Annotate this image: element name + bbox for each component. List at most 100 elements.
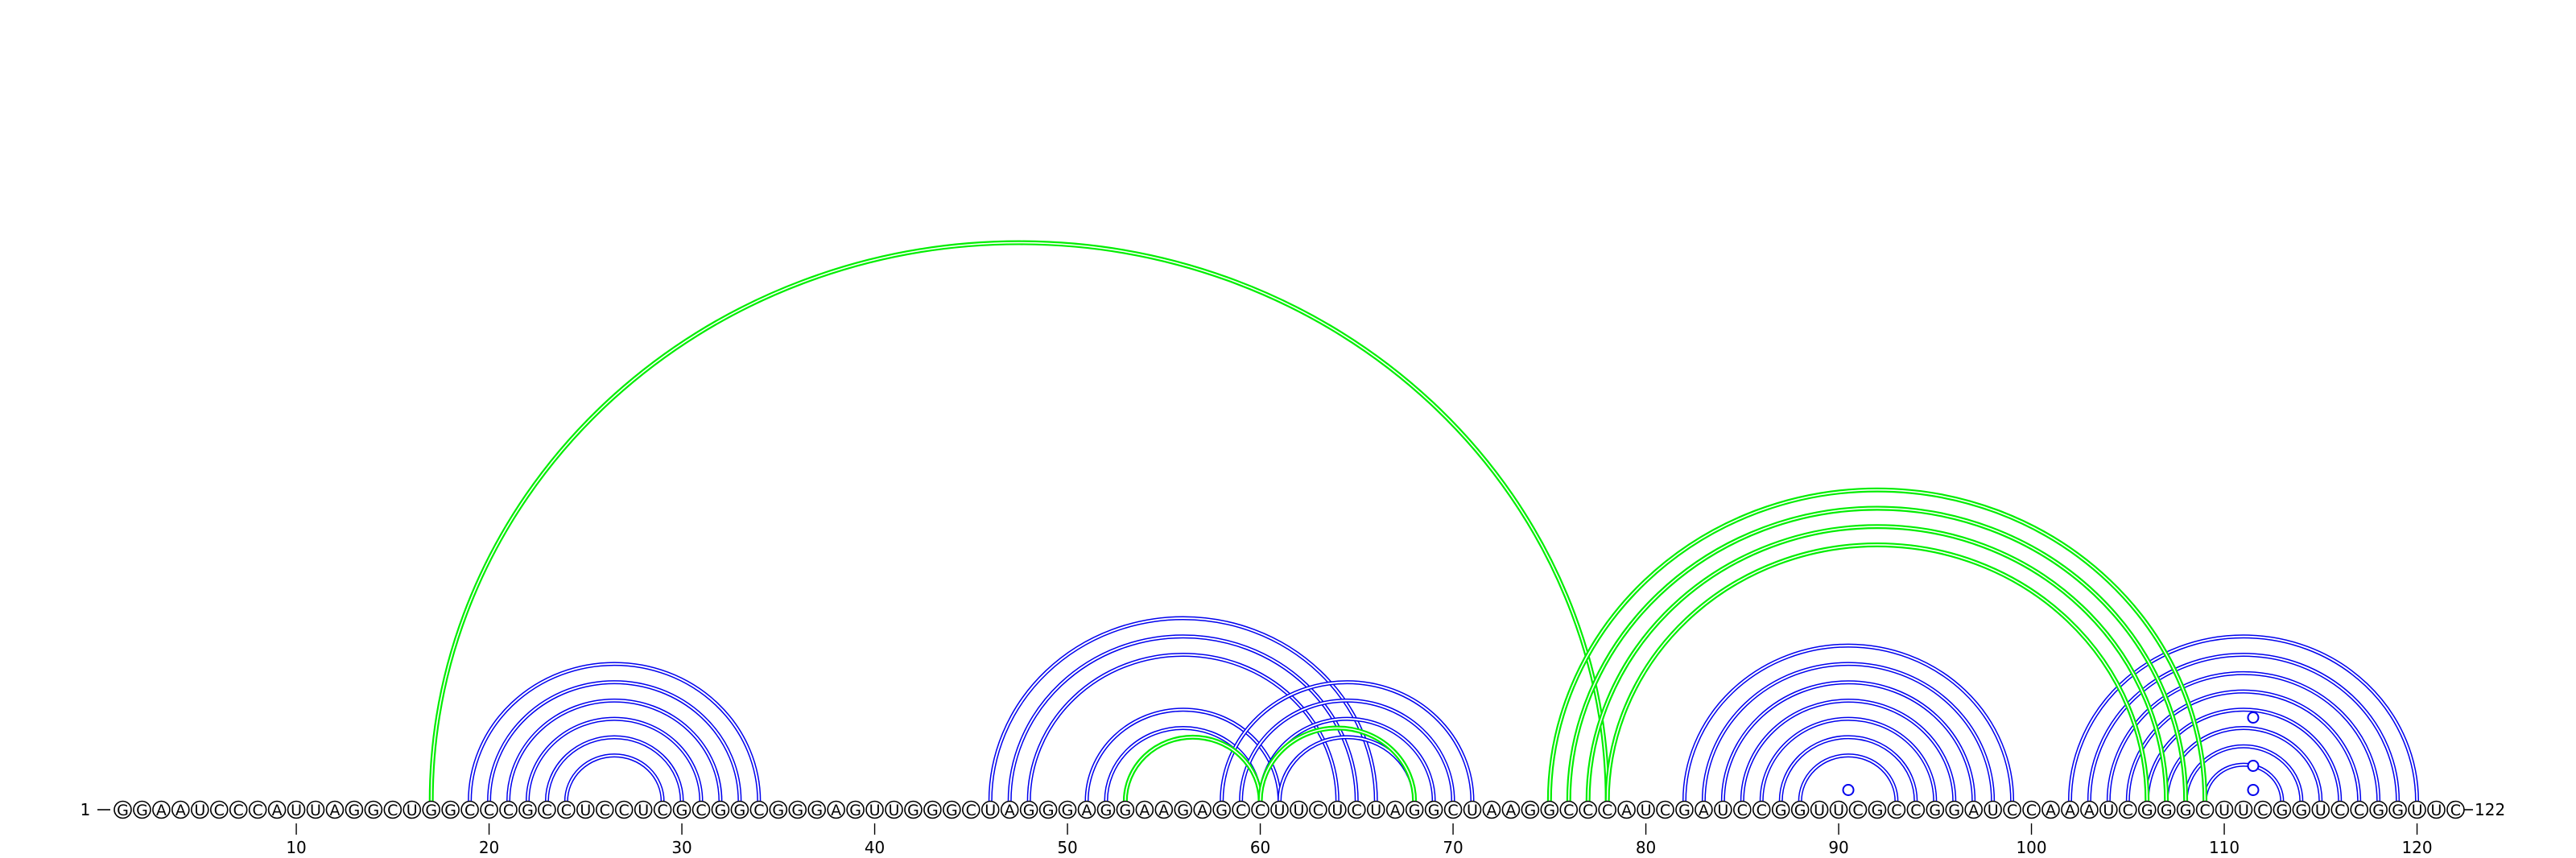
base-pair-arc-core bbox=[546, 736, 683, 802]
nucleotide-letter: C bbox=[214, 802, 225, 819]
nucleotide-circle bbox=[1038, 800, 1058, 819]
nucleotide-letter: C bbox=[1447, 802, 1458, 819]
nucleotide-letter: G bbox=[2180, 802, 2192, 819]
nucleotide-letter: A bbox=[272, 802, 283, 819]
nucleotide-letter: C bbox=[1583, 802, 1593, 819]
tick-label: 70 bbox=[1443, 838, 1463, 857]
nucleotide-letter: A bbox=[1005, 802, 1015, 819]
nucleotide-circle bbox=[904, 800, 923, 819]
nucleotide-letter: U bbox=[1641, 802, 1652, 819]
nucleotide-letter: G bbox=[425, 802, 437, 819]
nucleotide-circle bbox=[730, 800, 749, 819]
tick-label: 60 bbox=[1250, 838, 1270, 857]
nucleotide-circle bbox=[1366, 800, 1385, 819]
nucleotide-circle bbox=[1232, 800, 1250, 819]
nucleotide-circle bbox=[980, 800, 1000, 819]
nucleotide-letter: G bbox=[791, 802, 803, 819]
nucleotide-letter: C bbox=[1563, 802, 1574, 819]
loop-markers bbox=[1842, 712, 2260, 796]
tick-label: 120 bbox=[2401, 838, 2432, 857]
nucleotide-letter: C bbox=[696, 802, 706, 819]
base-pair-arc-core bbox=[2069, 635, 2418, 802]
nucleotide-circle bbox=[1656, 800, 1674, 819]
base-pair-arc-core bbox=[1086, 708, 1281, 802]
nucleotide-letter: G bbox=[1409, 802, 1421, 819]
nucleotide-letter: U bbox=[985, 802, 996, 819]
nucleotide-letter: G bbox=[1120, 802, 1132, 819]
nucleotide-letter: G bbox=[1100, 802, 1113, 819]
base-pair-arc-core bbox=[1683, 645, 2013, 802]
nucleotide-letter: C bbox=[1852, 802, 1863, 819]
nucleotide-letter: U bbox=[1370, 802, 1381, 819]
nucleotide-letter: A bbox=[1699, 802, 1709, 819]
nucleotide-circle bbox=[248, 800, 267, 819]
nucleotide-letter: C bbox=[233, 802, 244, 819]
nucleotide-letter: G bbox=[676, 802, 688, 819]
base-pair-arc-core bbox=[1259, 727, 1415, 802]
nucleotide-circle bbox=[1559, 800, 1579, 819]
nucleotide-letter: G bbox=[1216, 802, 1228, 819]
nucleotide-circle bbox=[2041, 800, 2060, 819]
nucleotide-letter: G bbox=[367, 802, 379, 819]
nucleotide-letter: G bbox=[1428, 802, 1440, 819]
nucleotide-letter: U bbox=[2103, 802, 2114, 819]
nucleotide-circle bbox=[769, 800, 788, 819]
nucleotide-letter: G bbox=[444, 802, 456, 819]
nucleotide-letter: G bbox=[1062, 802, 1074, 819]
nucleotide-circle bbox=[1501, 800, 1521, 819]
tick-label: 100 bbox=[2016, 838, 2046, 857]
loop-marker bbox=[2247, 760, 2260, 772]
nucleotide-circle bbox=[1135, 800, 1154, 819]
nucleotide-letter: A bbox=[156, 802, 167, 819]
base-pair-arc-core bbox=[1587, 526, 2167, 802]
nucleotide-letter: C bbox=[1602, 802, 1612, 819]
nucleotide-circle bbox=[1270, 800, 1289, 819]
nucleotide-circle bbox=[2311, 800, 2330, 819]
nucleotide-circle bbox=[2061, 800, 2079, 819]
nucleotide-circle bbox=[1906, 800, 1926, 819]
nucleotide-circle bbox=[1945, 800, 1964, 819]
base-pair-arc-blue bbox=[564, 753, 665, 802]
nucleotide-letter: U bbox=[638, 802, 649, 819]
nucleotide-circle bbox=[962, 800, 980, 819]
nucleotide-letter: A bbox=[329, 802, 340, 819]
nucleotide-circle bbox=[2273, 800, 2292, 819]
nucleotide-circle bbox=[1348, 800, 1366, 819]
nucleotide-circle bbox=[614, 800, 634, 819]
base-pair-arc-core bbox=[565, 754, 664, 802]
nucleotide-letter: G bbox=[1543, 802, 1555, 819]
nucleotide-letter: A bbox=[1390, 802, 1401, 819]
base-pair-arc-core bbox=[1549, 489, 2206, 802]
nucleotide-letter: U bbox=[194, 802, 205, 819]
nucleotide-letter: U bbox=[1331, 802, 1343, 819]
nucleotide-circle bbox=[364, 800, 383, 819]
nucleotide-letter: C bbox=[484, 802, 494, 819]
nucleotide-circle bbox=[1058, 800, 1077, 819]
base-pair-arc-core bbox=[2088, 654, 2399, 802]
tick-label: 90 bbox=[1828, 838, 1848, 857]
nucleotide-circle bbox=[1385, 800, 1405, 819]
base-pair-arc-core bbox=[2165, 727, 2322, 802]
nucleotide-letter: G bbox=[811, 802, 823, 819]
nucleotide-letter: C bbox=[1236, 802, 1246, 819]
nucleotide-circle bbox=[1733, 800, 1752, 819]
nucleotide-letter: G bbox=[1929, 802, 1941, 819]
nucleotide-circle bbox=[807, 800, 827, 819]
base-pair-arcs bbox=[428, 240, 2420, 802]
nucleotide-circle bbox=[1212, 800, 1231, 819]
nucleotide-letter: A bbox=[1486, 802, 1496, 819]
nucleotide-circle bbox=[441, 800, 460, 819]
tick-label: 80 bbox=[1636, 838, 1656, 857]
nucleotide-circle bbox=[1752, 800, 1771, 819]
nucleotide-letter: C bbox=[464, 802, 475, 819]
base-pair-arc-core bbox=[1125, 736, 1261, 802]
tick-label: 40 bbox=[865, 838, 885, 857]
nucleotide-letter: C bbox=[503, 802, 514, 819]
nucleotide-letter: U bbox=[2315, 802, 2326, 819]
nucleotide-letter: C bbox=[1352, 802, 1362, 819]
nucleotide-letter: C bbox=[1910, 802, 1921, 819]
base-pair-arc-core bbox=[1240, 699, 1455, 802]
nucleotide-circle bbox=[2292, 800, 2311, 819]
nucleotide-circle bbox=[229, 800, 248, 819]
